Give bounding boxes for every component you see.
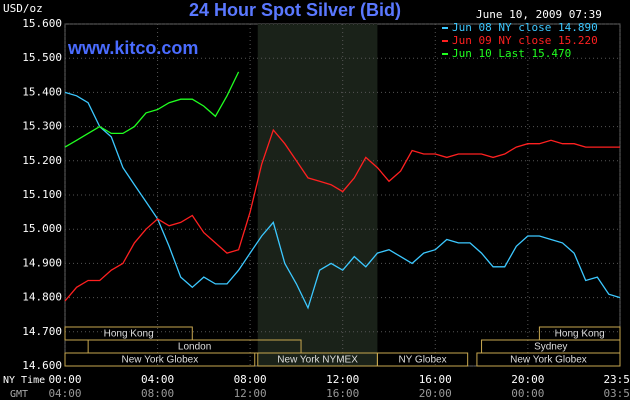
series-line [64,71,240,148]
session-label: London [178,342,211,353]
y-tick-label: 14.900 [22,256,62,269]
session-label: NY Globex [398,355,446,366]
x2-tick-label: 08:00 [141,387,174,400]
session-label: New York NYMEX [277,355,358,366]
x2-tick-label: 00:00 [511,387,544,400]
x-tick-label: 16:00 [419,373,452,386]
timestamp: June 10, 2009 07:39 [476,8,602,21]
legend-label: Jun 09 NY close 15.220 [452,34,598,47]
y-tick-label: 15.200 [22,154,62,167]
legend-label: Jun 08 NY close 14.890 [452,21,598,34]
legend-label: Jun 10 Last 15.470 [452,47,571,60]
x2-tick-label: 12:00 [234,387,267,400]
session-label: New York Globex [510,355,587,366]
x2-tick-label: 03:59 [603,387,630,400]
x-tick-label: 04:00 [141,373,174,386]
y-tick-label: 15.300 [22,120,62,133]
y-tick-label: 15.500 [22,51,62,64]
x-tick-label: 20:00 [511,373,544,386]
x2-axis-label: GMT [10,389,28,400]
series-line [64,128,620,302]
lines-layer [64,71,621,310]
x2-tick-label: 16:00 [326,387,359,400]
session-label: Hong Kong [555,329,605,340]
y-tick-label: 14.800 [22,291,62,304]
sessions-layer: Hong Kong Hong Kong London Sydney New York G… [64,326,621,367]
x-axis-label: NY Time [3,375,45,386]
y-tick-label: 15.600 [22,17,62,30]
y-tick-label: 15.000 [22,222,62,235]
chart-title: 24 Hour Spot Silver (Bid) [189,0,401,20]
session-label: Hong Kong [104,329,154,340]
x2-tick-label: 04:00 [48,387,81,400]
x-tick-label: 12:00 [326,373,359,386]
x-tick-label: 08:00 [234,373,267,386]
y-tick-label: 14.700 [22,325,62,338]
session-bar [64,352,256,367]
session-label: New York Globex [122,355,199,366]
x2-tick-label: 20:00 [419,387,452,400]
text-layer: 24 Hour Spot Silver (Bid) June 10, 2009 … [3,0,630,400]
session-bar [376,352,469,367]
x-tick-label: 00:00 [48,373,81,386]
y-tick-label: 15.100 [22,188,62,201]
y-axis-label: USD/oz [3,2,43,15]
x-tick-label: 23:59 [603,373,630,386]
grid-layer [64,23,621,367]
session-bar [476,352,621,367]
watermark: www.kitco.com [67,38,198,58]
y-tick-label: 15.400 [22,85,62,98]
y-tick-label: 14.600 [22,359,62,372]
session-label: Sydney [534,342,567,353]
